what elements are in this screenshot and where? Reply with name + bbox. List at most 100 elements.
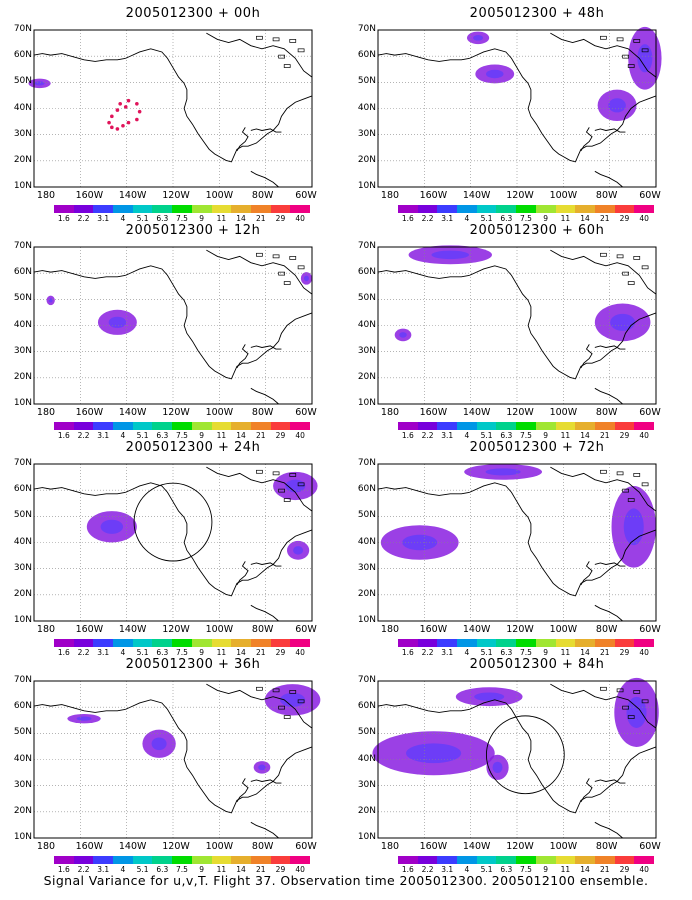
coastline [469,265,657,380]
island [278,705,285,710]
longitude-tick-label: 140W [462,624,491,635]
latitude-tick-label: 50N [357,293,376,304]
longitude-tick-label: 80W [595,190,618,201]
variance-core [399,332,407,338]
latitude-tick-label: 30N [13,779,32,790]
colorbar-label: 6.3 [500,214,513,223]
colorbar-swatch [231,205,251,213]
colorbar-swatch [231,422,251,430]
panel-title: 2005012300 + 12h [125,223,261,238]
colorbar-label: 5.1 [480,865,493,874]
island [278,488,285,493]
variance-core [610,313,636,331]
colorbar-label: 2.2 [77,214,90,223]
coastline [250,562,282,567]
longitude-tick-label: 60W [295,841,317,852]
island [641,48,649,53]
coastline [580,778,593,803]
colorbar-swatch [172,639,192,647]
colorbar-label: 40 [295,648,305,657]
island [627,498,635,502]
colorbar-label: 9 [199,648,205,657]
longitude-tick-label: 140W [118,624,147,635]
colorbar-swatch [132,422,153,430]
target-circle [133,482,213,562]
colorbar-swatch [231,639,251,647]
map-plot [377,463,657,622]
colorbar-swatch [93,639,114,647]
coastline [250,779,282,784]
colorbar-swatch [634,422,654,430]
island [289,690,297,694]
latitude-tick-label: 50N [357,727,376,738]
colorbar-swatch [172,422,192,430]
colorbar-swatch [211,422,232,430]
colorbar-label: 4 [120,865,126,874]
longitude-tick-label: 100W [549,841,578,852]
latitude-tick-label: 10N [357,181,376,191]
panel-title: 2005012300 + 36h [125,657,261,672]
colorbar-swatch [152,422,173,430]
colorbar-label: 9 [543,431,549,440]
latitude-tick-label: 40N [13,753,32,764]
longitude-tick-label: 160W [75,407,104,418]
longitude-tick-label: 180 [36,407,56,418]
map-plot [377,245,657,405]
colorbar-label: 21 [255,648,266,657]
island [278,271,285,276]
colorbar-swatch [457,856,477,864]
variance-core [76,716,92,721]
colorbar-swatch [634,856,654,864]
longitude-tick-label: 120W [506,407,534,418]
colorbar [398,639,654,647]
longitude-tick-label: 120W [162,407,190,418]
latitude-tick-label: 10N [13,398,32,408]
colorbar-swatch [535,639,556,647]
colorbar-label: 1.6 [401,431,414,440]
variance-core [108,316,127,329]
colorbar-swatch [437,856,458,864]
colorbar-label: 21 [255,431,266,440]
longitude-tick-label: 180 [380,407,400,418]
colorbar-label: 21 [599,865,610,874]
forecast-panel: 2005012300 + 00h 70N 60N 50N 40N 30N 20N 10N 180… [14,0,358,225]
longitude-tick-label: 80W [251,407,274,418]
latitude-tick-label: 20N [13,805,32,816]
colorbar-label: 2.2 [77,648,90,657]
colorbar-swatch [437,639,458,647]
latitude-tick-label: 70N [357,675,376,685]
colorbar-label: 40 [295,431,305,440]
forecast-panel: 2005012300 + 12h 70N 60N 50N 40N 30N 20N 10N 180… [14,217,358,442]
colorbar-label: 1.6 [57,214,70,223]
latitude-tick-label: 40N [357,536,376,547]
island [633,473,641,477]
colorbar-swatch [594,856,615,864]
colorbar-swatch [231,856,251,864]
longitude-tick-label: 140W [118,407,147,418]
flight-track-point [115,127,120,131]
longitude-tick-label: 100W [205,407,234,418]
latitude-tick-label: 50N [13,510,32,521]
map-frame [377,463,657,622]
longitude-tick-label: 180 [36,190,56,201]
variance-core [608,98,626,113]
longitude-tick-label: 60W [295,407,317,418]
longitude-tick-label: 140W [462,841,491,852]
colorbar-label: 2.2 [421,431,434,440]
island [627,64,635,68]
colorbar-swatch [73,639,94,647]
longitude-tick-label: 180 [380,190,400,201]
latitude-tick-label: 70N [357,241,376,251]
colorbar-label: 7.5 [520,648,532,657]
colorbar-label: 9 [543,214,549,223]
colorbar-swatch [152,205,173,213]
forecast-panel: 2005012300 + 36h 70N 60N 50N 40N 30N 20N 10N 180… [14,651,358,876]
coastline [550,249,657,295]
latitude-tick-label: 70N [13,458,32,468]
longitude-tick-label: 140W [118,841,147,852]
island [633,39,641,43]
flight-track-point [121,123,125,128]
longitude-tick-label: 180 [36,624,56,635]
island [297,48,305,53]
island [616,688,624,693]
